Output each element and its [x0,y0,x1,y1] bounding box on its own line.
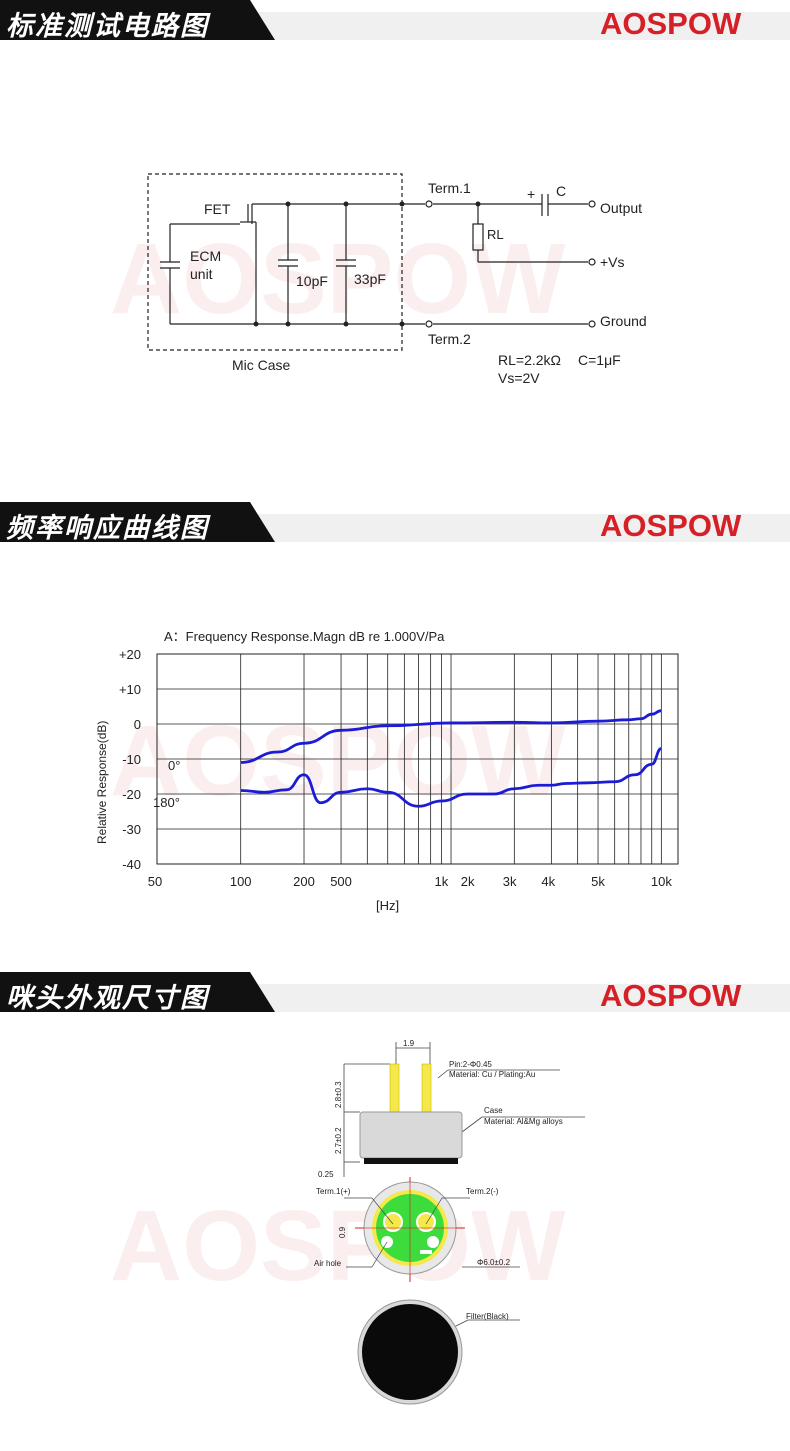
logo-text: AOSPOW [600,6,742,40]
pin-label: Pin:2-Φ0.45 [449,1060,492,1069]
vs-label: +Vs [600,254,625,270]
y-tick-label: -20 [122,787,141,802]
diameter-label: Φ6.0±0.2 [477,1258,511,1267]
x-tick-label: 50 [148,874,162,889]
section-title: 咪头外观尺寸图 [6,983,209,1014]
x-tick-label: 500 [330,874,352,889]
series-label: 180° [153,795,180,810]
section-banner: 咪头外观尺寸图 AOSPOW [0,972,790,1014]
chart-title: A：Frequency Response.Magn dB re 1.000V/P… [164,629,445,644]
mic-case-label: Mic Case [232,357,291,373]
y-axis-label: Relative Response(dB) [95,721,109,844]
x-tick-label: 10k [651,874,672,889]
brand-logo: AOSPOW [600,508,742,542]
series-label: 0° [168,758,180,773]
x-tick-label: 4k [541,874,555,889]
c-value: C=1μF [578,352,621,368]
ecm-unit-label: unit [190,266,213,282]
section-dimensions: 咪头外观尺寸图 AOSPOW AOSPOW 1.9 Pin:2-Φ0.45 Ma… [0,972,790,1451]
vs-value: Vs=2V [498,370,540,386]
x-tick-label: 100 [230,874,252,889]
banner-title-shape [0,972,275,1012]
banner-title-shape [0,0,275,40]
cap-c-label: C [556,183,566,199]
series-line [240,709,662,764]
case-height: 2.7±0.2 [334,1127,343,1154]
x-tick-label: 200 [293,874,315,889]
pin-material: Material: Cu / Plating:Au [449,1070,535,1079]
y-tick-label: -40 [122,857,141,872]
test-circuit-diagram: FET ECM unit 10pF 33pF Mic Case Term.1 T… [147,173,647,386]
ground-label: Ground [600,313,647,329]
section-title: 标准测试电路图 [6,11,209,42]
output-label: Output [600,200,642,216]
brand-logo: AOSPOW [600,978,742,1012]
term2-label: Term.2(-) [466,1187,499,1196]
case-label: Case [484,1106,503,1115]
x-tick-label: 3k [503,874,517,889]
y-tick-label: -30 [122,822,141,837]
section-banner: 频率响应曲线图 AOSPOW [0,502,790,544]
term2-label: Term.2 [428,331,471,347]
section-frequency-response: 频率响应曲线图 AOSPOW AOSPOW A：Frequency Respon… [0,502,790,962]
logo-text: AOSPOW [600,508,742,542]
chart-grid [156,653,679,865]
term1-label: Term.1(+) [316,1187,351,1196]
y-tick-label: 0 [134,717,141,732]
y-tick-label: -10 [122,752,141,767]
section-banner: 标准测试电路图 AOSPOW [0,0,790,42]
y-tick-label: +10 [119,682,141,697]
chart-series: 0° 180° [153,709,662,810]
cap-33pf-label: 33pF [354,271,386,287]
section-title: 频率响应曲线图 [6,513,209,544]
brand-logo: AOSPOW [600,6,742,40]
cap-plus-label: + [527,186,535,202]
air-hole-label: Air hole [314,1259,342,1268]
series-line [240,747,662,808]
filter-label: Filter(Black) [466,1312,509,1321]
x-tick-label: 1k [435,874,449,889]
bottom-thickness: 0.25 [318,1170,334,1179]
y-tick-label: +20 [119,647,141,662]
fet-label: FET [204,201,231,217]
section-test-circuit: 标准测试电路图 AOSPOW AOSPOW [0,0,790,470]
logo-text: AOSPOW [600,978,742,1012]
gap-dim: 0.9 [338,1226,347,1238]
rl-label: RL [487,227,504,242]
frequency-response-chart: A：Frequency Response.Magn dB re 1.000V/P… [95,629,679,913]
ecm-label: ECM [190,248,221,264]
dimension-drawing: 1.9 Pin:2-Φ0.45 Material: Cu / Plating:A… [314,1039,585,1405]
chart-ticks: +20 +10 0 -10 -20 -30 -40 50 100 200 500 1k 2k 3k 4k 5k… [119,647,672,889]
x-tick-label: 5k [591,874,605,889]
rl-value: RL=2.2kΩ [498,352,561,368]
cap-10pf-label: 10pF [296,273,328,289]
banner-title-shape [0,502,275,542]
case-material: Material: Al&Mg alloys [484,1117,563,1126]
x-tick-label: 2k [461,874,475,889]
term1-label: Term.1 [428,180,471,196]
x-axis-label: [Hz] [376,898,399,913]
pin-spacing: 1.9 [403,1039,415,1048]
pin-height: 2.8±0.3 [334,1081,343,1108]
